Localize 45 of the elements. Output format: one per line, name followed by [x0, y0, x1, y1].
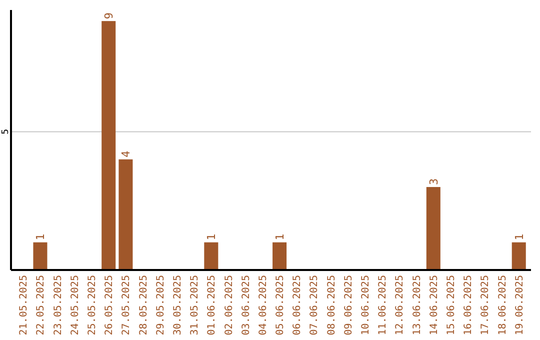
data-label: 1 [205, 234, 218, 240]
x-tick-label: 05.06.2025 [275, 275, 286, 336]
x-tick-label: 04.06.2025 [258, 275, 269, 336]
x-tick-label: 28.05.2025 [138, 275, 150, 336]
data-label: 1 [34, 234, 48, 240]
x-tick-label: 17.06.2025 [480, 275, 492, 336]
x-tick-label: 09.06.2025 [343, 275, 354, 336]
x-tick-label: 23.05.2025 [52, 275, 64, 336]
y-tick-label: 5 [1, 128, 11, 134]
bar [102, 21, 116, 270]
x-tick-label: 22.05.2025 [36, 275, 47, 336]
x-tick-label: 18.06.2025 [497, 275, 508, 336]
bar [33, 242, 48, 270]
x-tick-label: 02.06.2025 [224, 275, 235, 336]
bar [512, 242, 526, 270]
bar [118, 159, 133, 270]
data-label: 4 [120, 150, 133, 158]
bar [272, 242, 287, 270]
x-tick-label: 29.05.2025 [155, 275, 166, 336]
x-tick-label: 19.06.2025 [514, 275, 526, 336]
bar [426, 187, 440, 270]
x-tick-label: 24.05.2025 [70, 275, 81, 336]
data-label: 1 [512, 234, 526, 240]
x-tick-label: 07.06.2025 [309, 275, 320, 336]
x-tick-label: 01.06.2025 [206, 275, 218, 336]
x-tick-label: 30.05.2025 [172, 275, 184, 336]
data-label: 9 [102, 12, 116, 20]
x-tick-label: 21.05.2025 [18, 275, 30, 336]
x-tick-label: 31.05.2025 [190, 275, 201, 336]
x-tick-label: 14.06.2025 [428, 275, 440, 336]
bar [204, 242, 218, 270]
data-label: 1 [274, 234, 287, 240]
x-tick-label: 27.05.2025 [121, 275, 132, 336]
x-tick-label: 16.06.2025 [463, 275, 474, 336]
x-tick-label: 12.06.2025 [394, 275, 406, 336]
x-tick-label: 03.06.2025 [240, 275, 252, 336]
x-tick-label: 13.06.2025 [412, 275, 423, 336]
data-label: 3 [427, 178, 440, 186]
x-tick-label: 11.06.2025 [378, 275, 389, 336]
x-tick-label: 08.06.2025 [326, 275, 338, 336]
x-tick-label: 25.05.2025 [87, 275, 98, 336]
x-tick-label: 10.06.2025 [360, 275, 372, 336]
x-tick-label: 06.06.2025 [292, 275, 304, 336]
x-tick-label: 26.05.2025 [104, 275, 116, 336]
x-tick-label: 15.06.2025 [446, 275, 457, 336]
